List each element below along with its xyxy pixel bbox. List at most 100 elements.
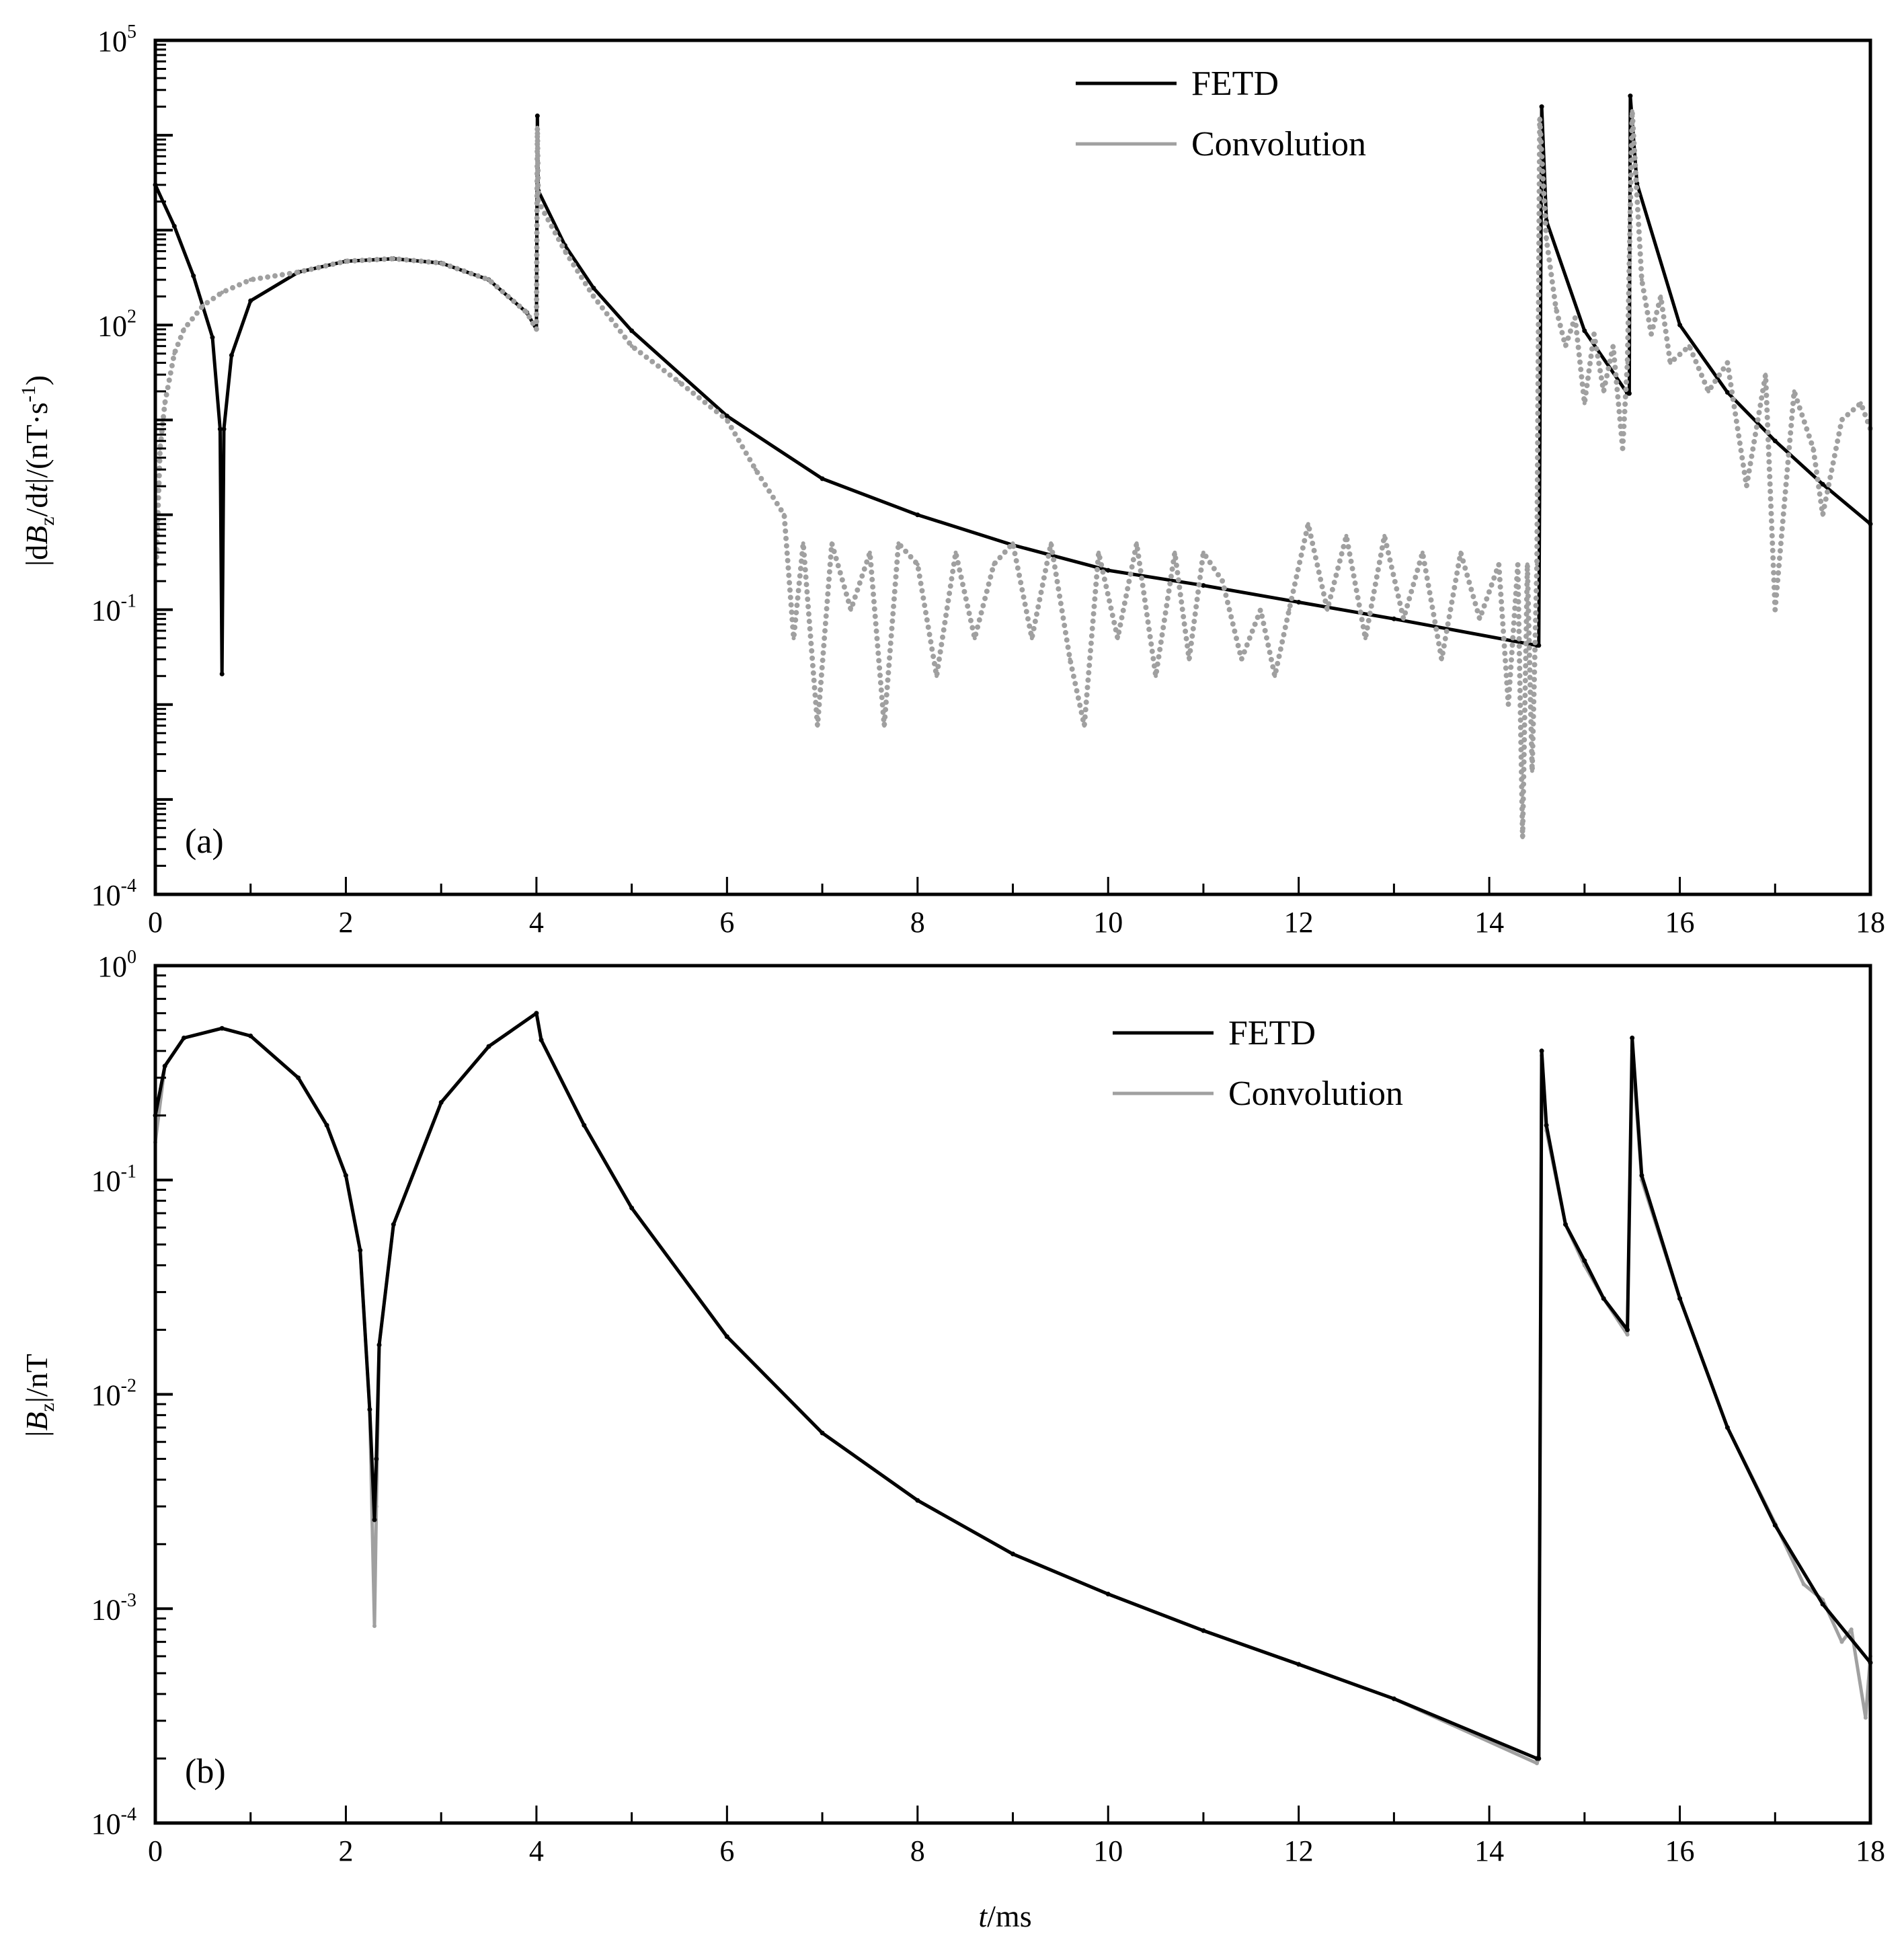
data-point <box>217 426 223 432</box>
data-point <box>191 273 196 278</box>
x-tick-label: 4 <box>529 1834 544 1867</box>
data-point <box>1082 724 1086 728</box>
data-point <box>972 636 977 641</box>
data-point <box>1563 1222 1568 1227</box>
data-point <box>1820 1602 1825 1606</box>
data-point <box>629 344 634 348</box>
data-point <box>1639 1173 1644 1178</box>
data-point <box>1538 116 1542 121</box>
data-point <box>248 1034 253 1038</box>
data-point <box>915 562 920 567</box>
data-point <box>1201 550 1205 555</box>
data-point <box>1477 617 1482 621</box>
data-point <box>172 351 177 356</box>
x-tick-label: 12 <box>1284 906 1314 939</box>
data-point <box>534 327 539 332</box>
data-point <box>439 261 444 266</box>
data-point <box>1839 418 1844 422</box>
data-point <box>1363 636 1367 641</box>
y-tick-label: 10-1 <box>91 591 136 627</box>
data-point <box>992 562 996 567</box>
y-tick-label: 100 <box>97 947 136 983</box>
data-point <box>372 1517 377 1522</box>
data-point <box>1520 835 1525 839</box>
y-axis-label-b: |Bz|/nT <box>19 1354 58 1437</box>
data-point <box>1628 93 1633 99</box>
data-point <box>1097 550 1101 555</box>
data-point <box>1220 579 1225 584</box>
data-point <box>782 512 787 517</box>
x-tick-label: 14 <box>1474 1834 1504 1867</box>
data-point <box>1724 1425 1730 1430</box>
data-point <box>1773 607 1778 612</box>
data-point <box>221 426 227 432</box>
data-point <box>953 550 958 555</box>
x-tick-label: 6 <box>719 906 734 939</box>
data-point <box>820 1430 825 1436</box>
x-tick-label: 8 <box>910 1834 925 1867</box>
data-point <box>1049 541 1054 545</box>
data-point <box>1535 1761 1539 1766</box>
data-point <box>591 285 596 291</box>
x-tick-label: 8 <box>910 906 925 939</box>
legend-label: Convolution <box>1228 1075 1403 1113</box>
data-point <box>210 335 215 340</box>
data-point <box>1259 607 1263 612</box>
series-line-convolution <box>153 1011 1872 1765</box>
chart-panel-b: 100 10-1 10-2 10-3 10-4 0 2 4 6 8 10 12 14 16 18 FETD Co… <box>91 947 1885 1867</box>
data-point <box>1849 1627 1854 1632</box>
data-point <box>1382 533 1387 538</box>
data-point <box>162 1063 167 1069</box>
data-point <box>536 199 541 204</box>
data-point <box>182 1036 186 1040</box>
x-tick-label: 16 <box>1665 906 1695 939</box>
data-point <box>171 223 177 229</box>
data-point <box>1536 1756 1542 1761</box>
data-point <box>1458 550 1463 555</box>
data-point <box>524 310 529 315</box>
data-point <box>725 418 729 422</box>
data-point <box>629 328 635 334</box>
chart-panel-a: 105 102 10-1 10-4 0 2 4 6 8 10 12 14 16 18 FETD Convolu… <box>91 22 1885 939</box>
data-point <box>200 303 205 308</box>
data-point <box>1625 1327 1630 1332</box>
data-point <box>1625 360 1630 365</box>
data-point <box>1420 550 1425 555</box>
y-axis-label-a: |dBz/dt|/(nT·s-1) <box>17 375 58 566</box>
data-point <box>376 1342 382 1348</box>
data-point <box>1863 1715 1868 1720</box>
x-tick-label: 18 <box>1856 1834 1885 1867</box>
legend: FETD Convolution <box>1113 1014 1403 1113</box>
panel-label: (b) <box>185 1752 226 1791</box>
series-line-convolution <box>153 108 1873 840</box>
data-point <box>1187 657 1191 662</box>
data-point <box>1539 104 1544 110</box>
data-point <box>1239 657 1244 662</box>
y-tick-label: 10-3 <box>91 1590 136 1626</box>
data-point <box>367 1407 372 1412</box>
data-point <box>563 249 567 254</box>
data-point <box>1287 607 1292 612</box>
x-tick-label: 4 <box>529 906 544 939</box>
plot-frame <box>153 38 1872 896</box>
data-point <box>582 1122 587 1128</box>
data-point <box>438 1099 444 1105</box>
data-point <box>935 674 939 679</box>
data-point <box>344 259 348 264</box>
data-point <box>724 1334 729 1340</box>
data-point <box>535 125 540 130</box>
data-point <box>1391 1696 1396 1701</box>
data-point <box>1544 237 1549 241</box>
data-point <box>487 278 491 282</box>
data-point <box>1134 541 1139 545</box>
data-point <box>591 294 596 299</box>
data-point <box>1625 1332 1630 1337</box>
data-point <box>1659 294 1663 299</box>
legend: FETD Convolution <box>1076 65 1366 163</box>
data-point <box>1677 322 1683 327</box>
data-point <box>1601 1296 1606 1301</box>
data-point <box>296 270 301 274</box>
data-point <box>1068 657 1072 662</box>
data-point <box>1792 389 1796 393</box>
panel-label: (a) <box>185 822 224 861</box>
